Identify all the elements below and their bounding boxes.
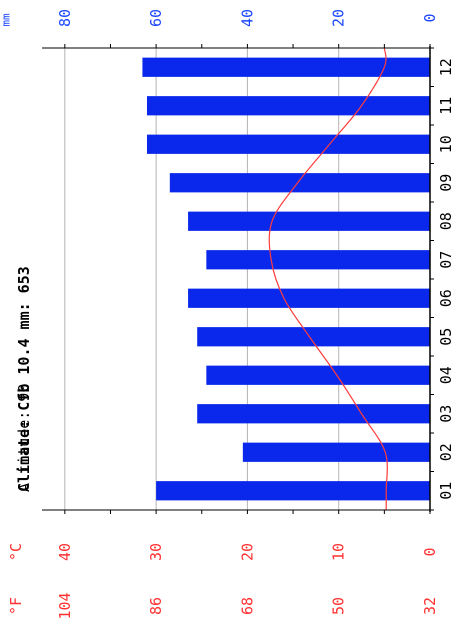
climate-text: Climate: Cfb 10.4 mm: 653	[15, 266, 33, 492]
precip-bar-09	[169, 173, 430, 193]
mm-tick-20: 20	[330, 9, 348, 27]
temperature-line	[268, 47, 388, 511]
mm-axis-label: mm	[0, 13, 13, 27]
mm-tick-40: 40	[238, 9, 256, 27]
month-label-10: 10	[437, 135, 455, 153]
mm-tick-0: 0	[421, 13, 439, 22]
precip-bar-02	[242, 442, 430, 462]
fahrenheit-axis-label: °F	[7, 597, 25, 615]
mm-tick-80: 80	[56, 9, 74, 27]
altitude-text: Altitude: 90	[15, 384, 33, 492]
fahrenheit-tick-50: 50	[330, 597, 348, 615]
precip-bar-12	[142, 57, 430, 77]
fahrenheit-tick-32: 32	[421, 597, 439, 615]
month-label-12: 12	[437, 58, 455, 76]
precip-bar-06	[188, 288, 430, 308]
month-label-01: 01	[437, 482, 455, 500]
month-label-08: 08	[437, 212, 455, 230]
celsius-tick-40: 40	[56, 543, 74, 561]
precip-bar-08	[188, 211, 430, 231]
month-label-04: 04	[437, 366, 455, 384]
fahrenheit-tick-104: 104	[56, 592, 74, 619]
mm-tick-60: 60	[147, 9, 165, 27]
celsius-tick-0: 0	[421, 547, 439, 556]
month-label-06: 06	[437, 289, 455, 307]
precip-bar-05	[197, 327, 430, 347]
month-label-11: 11	[437, 97, 455, 115]
precip-bar-01	[156, 481, 430, 501]
month-label-05: 05	[437, 328, 455, 346]
celsius-tick-30: 30	[147, 543, 165, 561]
month-label-09: 09	[437, 174, 455, 192]
precip-bar-10	[146, 134, 431, 154]
fahrenheit-tick-68: 68	[238, 597, 256, 615]
precip-bar-04	[206, 365, 430, 385]
month-label-07: 07	[437, 251, 455, 269]
fahrenheit-tick-86: 86	[147, 597, 165, 615]
month-label-03: 03	[437, 405, 455, 423]
celsius-tick-20: 20	[238, 543, 256, 561]
month-label-02: 02	[437, 443, 455, 461]
celsius-tick-10: 10	[330, 543, 348, 561]
precip-bar-11	[146, 96, 431, 116]
celsius-axis-label: °C	[7, 543, 25, 561]
precip-bar-03	[197, 404, 430, 424]
precip-bar-07	[206, 250, 430, 270]
